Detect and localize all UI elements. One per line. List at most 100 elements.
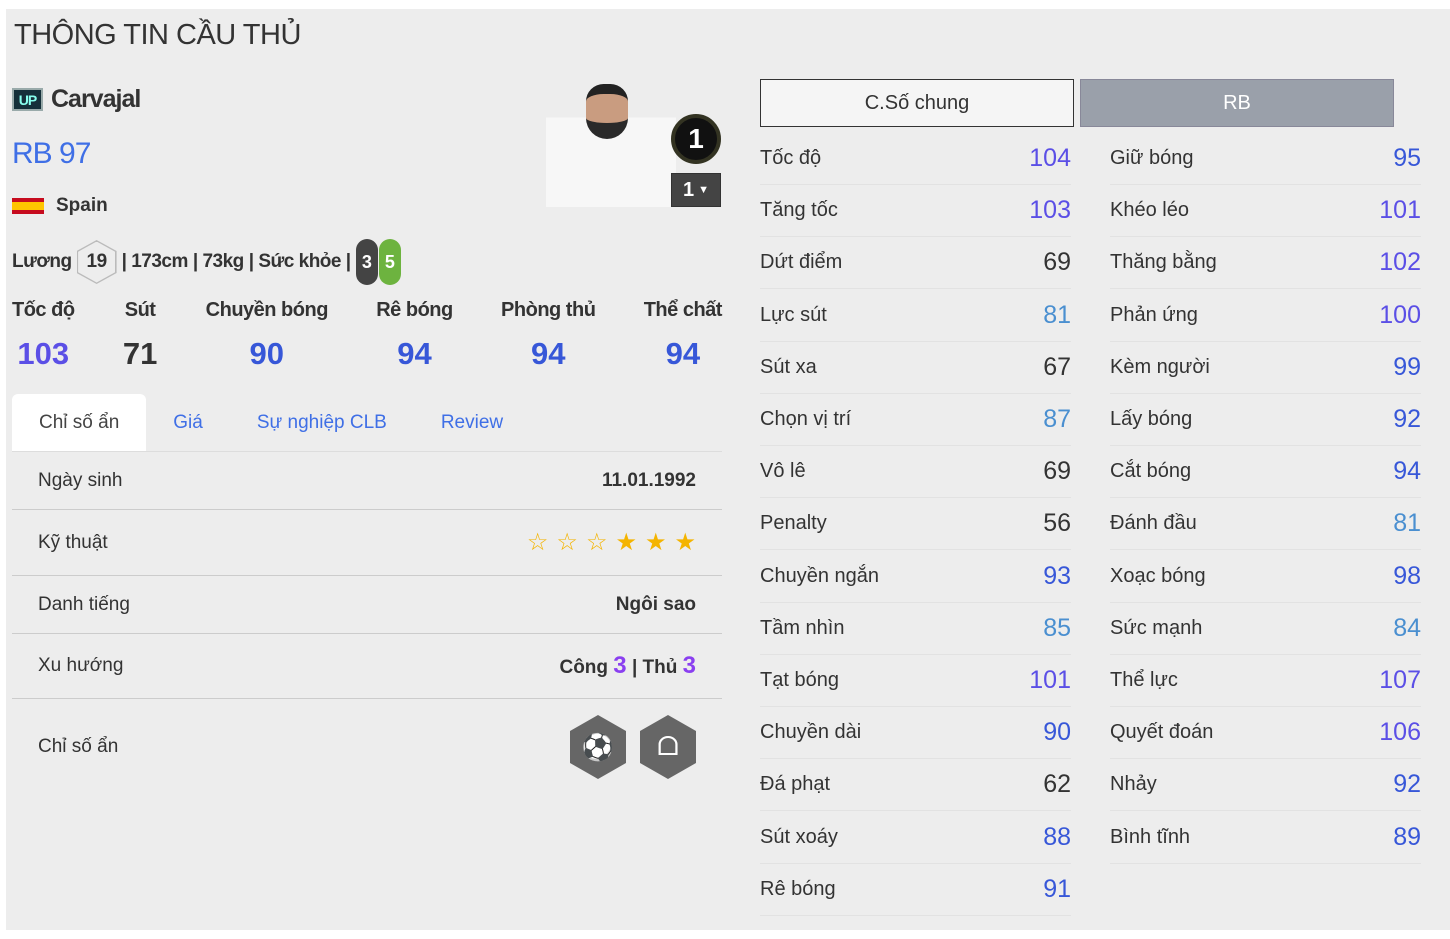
stat-row: Tốc độ 104 [760, 133, 1071, 185]
stat-row: Nhảy 92 [1110, 759, 1421, 812]
tab-0[interactable]: Chỉ số ẩn [12, 394, 147, 451]
main-stats: Tốc độ 103 Sút 71 Chuyền bóng 90 Rê bóng 94 Phòn… [12, 299, 722, 372]
main-stat-value: 94 [397, 336, 432, 371]
weak-foot-icon: 3 [355, 239, 378, 285]
main-stat-value: 94 [530, 336, 566, 371]
stat-row: Bình tĩnh 89 [1110, 812, 1421, 864]
stat-row: Khéo léo 101 [1110, 185, 1421, 238]
star-empty-icon: ☆ [585, 529, 608, 556]
stat-label: Dứt điểm [760, 251, 843, 274]
height: | 173cm [121, 251, 189, 272]
stat-row: Sút xa 67 [760, 342, 1071, 394]
stat-value: 95 [1393, 144, 1421, 172]
card-season-badge: UP [12, 88, 43, 111]
hidden-stats-row: Chỉ số ẩn ⚽ ᗝ [12, 699, 722, 795]
star-filled-icon: ★ [615, 529, 637, 556]
stat-value: 99 [1393, 352, 1421, 381]
stat-value: 88 [1043, 822, 1071, 851]
stat-label: Bình tĩnh [1110, 825, 1191, 848]
stat-label: Quyết đoán [1110, 721, 1214, 744]
nation-name: Spain [56, 195, 108, 216]
tab-2[interactable]: Sự nghiệp CLB [256, 411, 387, 433]
stat-label: Tốc độ [760, 147, 822, 169]
main-stat-value: 103 [17, 336, 70, 371]
stat-label: Tăng tốc [760, 199, 838, 222]
general-stats-button[interactable]: C.Số chung [760, 79, 1074, 127]
stat-row: Penalty 56 [760, 498, 1071, 551]
strong-foot-icon: 5 [378, 239, 401, 285]
stat-value: 84 [1393, 613, 1421, 642]
stat-value: 85 [1043, 613, 1071, 642]
stat-row: Lực sút 81 [760, 290, 1071, 342]
attack-value: 3 [613, 652, 627, 679]
main-stat: Sút 71 [123, 299, 157, 372]
stat-value: 102 [1379, 248, 1421, 277]
stat-value: 89 [1393, 822, 1421, 851]
player-name: Carvajal [51, 85, 141, 113]
stat-label: Penalty [760, 512, 827, 535]
stat-value: 67 [1043, 352, 1071, 381]
birth-label: Ngày sinh [38, 469, 123, 491]
power-header-icon[interactable]: ⚽ [570, 715, 626, 779]
stat-value: 69 [1043, 248, 1071, 277]
stat-row: Cắt bóng 94 [1110, 446, 1421, 499]
position-stats-button[interactable]: RB [1080, 79, 1394, 127]
stat-value: 92 [1393, 405, 1421, 433]
lungs-icon[interactable]: ᗝ [640, 715, 696, 779]
stat-label: Rê bóng [760, 877, 836, 900]
birth-row: Ngày sinh 11.01.1992 [12, 452, 722, 510]
trend-value: Công 3 | Thủ 3 [559, 652, 696, 680]
main-stat: Chuyền bóng 90 [206, 299, 329, 372]
main-stat-label: Sút [124, 299, 156, 321]
trend-label: Xu hướng [38, 655, 124, 676]
stat-row: Sức mạnh 84 [1110, 603, 1421, 655]
main-stat: Tốc độ 103 [12, 299, 75, 372]
tab-1[interactable]: Giá [173, 411, 203, 433]
stat-label: Vô lê [760, 460, 806, 483]
stat-row: Tầm nhìn 85 [760, 603, 1071, 655]
stat-row: Phản ứng 100 [1110, 290, 1421, 342]
stat-value: 56 [1043, 509, 1071, 538]
stat-label: Thăng bằng [1110, 251, 1217, 274]
stat-row: Rê bóng 91 [760, 864, 1071, 916]
star-empty-icon: ☆ [556, 529, 578, 556]
caret-down-icon: ▼ [698, 184, 709, 196]
stat-label: Lực sút [760, 303, 827, 326]
skill-stars: ☆ ☆ ☆ ★ ★ ★ [519, 528, 696, 557]
stat-value: 87 [1043, 405, 1071, 433]
stat-label: Giữ bóng [1110, 147, 1194, 169]
trend-row: Xu hướng Công 3 | Thủ 3 [12, 634, 722, 699]
stat-value: 94 [1393, 457, 1421, 486]
nation-row: Spain [12, 195, 108, 217]
stat-row: Dứt điểm 69 [760, 237, 1071, 290]
stat-value: 103 [1029, 196, 1071, 225]
attack-label: Công [559, 657, 609, 678]
main-stat: Thể chất 94 [643, 299, 723, 372]
defense-label: | Thủ [631, 657, 678, 678]
main-stat-label: Tốc độ [12, 299, 75, 321]
fame-value: Ngôi sao [615, 593, 696, 615]
stat-row: Chuyền ngắn 93 [760, 551, 1071, 603]
page-title: THÔNG TIN CẦU THỦ [14, 19, 301, 51]
main-stat-label: Thể chất [643, 299, 723, 321]
weight: | 73kg [192, 251, 244, 272]
upgrade-level-dropdown[interactable]: 1 ▼ [671, 173, 721, 207]
stat-label: Chuyền dài [760, 721, 862, 744]
hidden-stats-label: Chỉ số ẩn [38, 736, 119, 757]
tab-3[interactable]: Review [440, 411, 504, 433]
stat-value: 81 [1393, 509, 1421, 538]
stat-value: 106 [1379, 718, 1421, 747]
player-photo [546, 79, 676, 207]
stat-value: 107 [1379, 666, 1421, 694]
stat-row: Thăng bằng 102 [1110, 237, 1421, 290]
stat-row: Vô lê 69 [760, 446, 1071, 499]
stat-row: Lấy bóng 92 [1110, 394, 1421, 446]
stat-label: Thể lực [1110, 669, 1178, 691]
stat-row: Quyết đoán 106 [1110, 707, 1421, 760]
stat-value: 69 [1043, 457, 1071, 486]
stat-label: Sút xa [760, 355, 817, 378]
tabs: Chỉ số ẩn Giá Sự nghiệp CLB Review [12, 394, 722, 452]
stat-label: Xoạc bóng [1110, 564, 1206, 587]
stat-value: 101 [1029, 666, 1071, 694]
stat-row: Tăng tốc 103 [760, 185, 1071, 238]
